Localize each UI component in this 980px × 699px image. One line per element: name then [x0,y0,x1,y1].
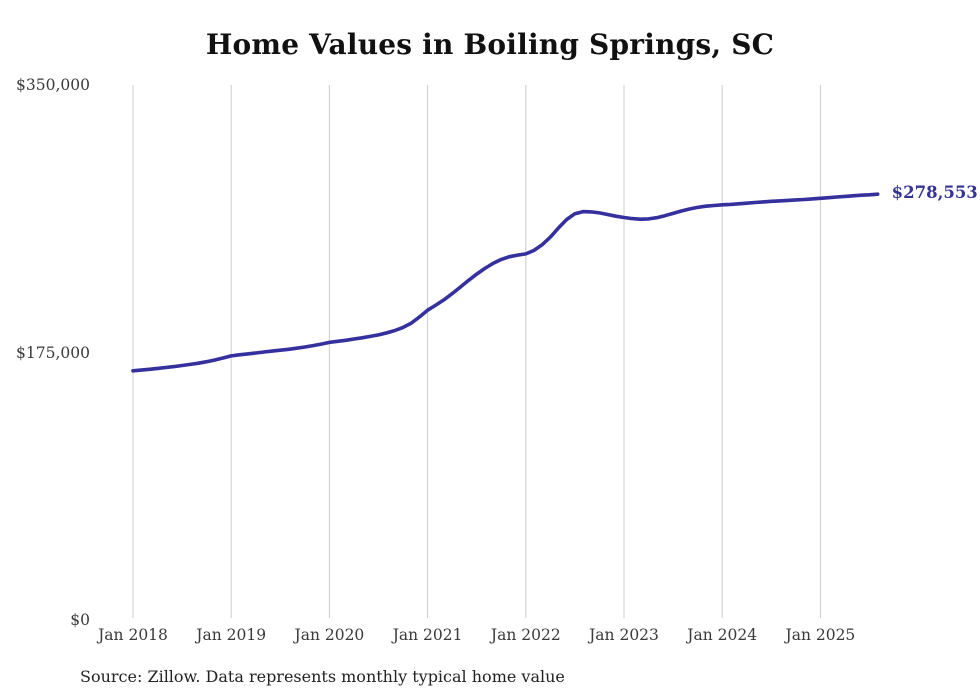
x-tick-label: Jan 2023 [589,626,659,644]
x-tick-label: Jan 2020 [294,626,365,644]
x-tick-label: Jan 2021 [392,626,463,644]
y-tick-label: $175,000 [16,343,90,362]
x-tick-label: Jan 2025 [785,626,856,644]
x-tick-label: Jan 2024 [687,626,758,644]
latest-value-label: $278,553 [891,183,978,203]
y-tick-label: $350,000 [16,76,90,94]
y-tick-label: $0 [70,611,90,629]
x-tick-label: Jan 2018 [98,626,168,644]
home-value-line [131,192,880,373]
x-tick-label: Jan 2019 [196,626,267,644]
x-tick-label: Jan 2022 [490,626,561,644]
source-note: Source: Zillow. Data represents monthly … [80,667,565,686]
chart-title: Home Values in Boiling Springs, SC [205,28,775,61]
